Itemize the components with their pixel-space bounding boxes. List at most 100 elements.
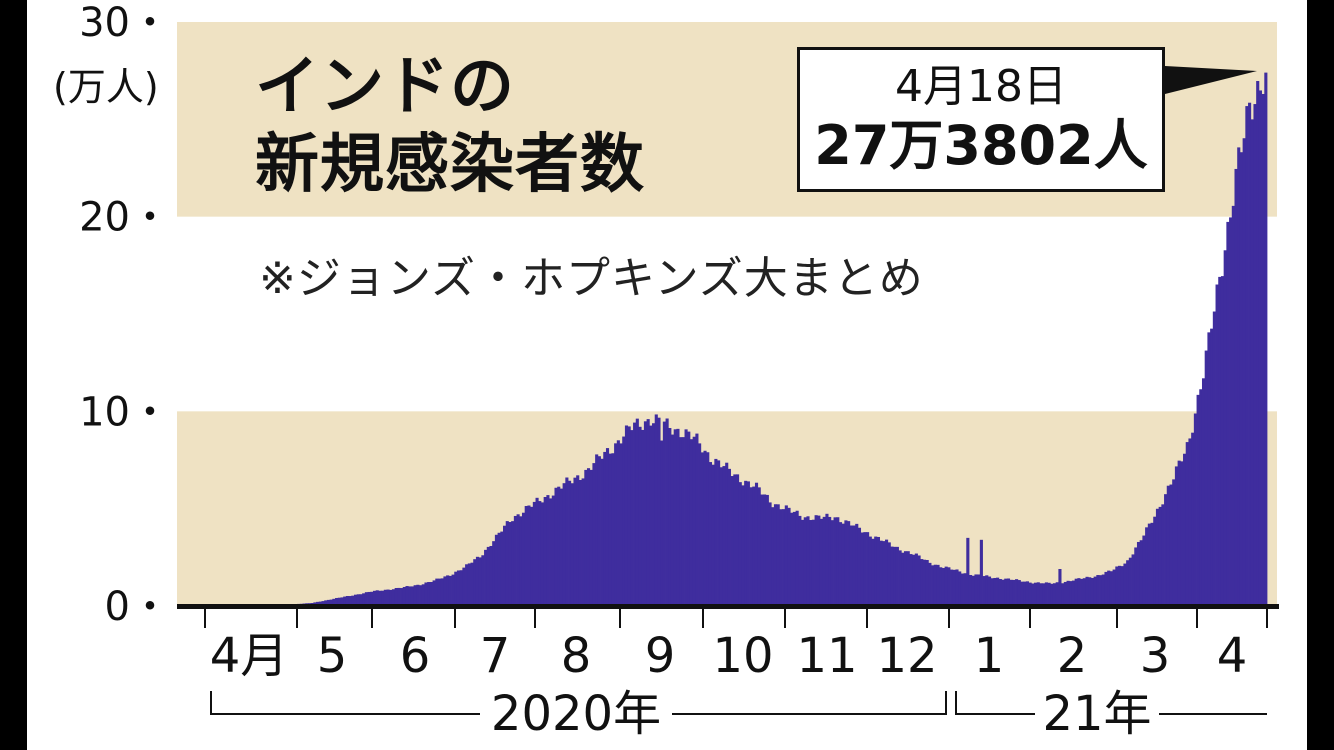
bar [782,509,786,606]
bar [982,576,986,606]
bar [852,525,856,606]
bar [673,429,677,606]
bar [684,429,688,606]
bar [958,571,962,606]
bar [898,550,902,606]
bar [1082,578,1086,606]
bar [768,502,772,606]
x-axis-baseline [177,604,1279,609]
bar [446,575,450,606]
bar [1039,583,1043,606]
bar [1006,578,1011,606]
bar [657,417,661,606]
x-tick [371,608,373,628]
bar [597,456,601,606]
bar [787,507,791,606]
x-tick-label: 1 [974,628,1005,684]
bar [348,596,352,606]
bar [1104,571,1108,606]
bar [335,597,339,606]
bar [711,464,715,606]
bar [630,430,634,606]
bar [1055,582,1059,606]
bar [885,539,889,606]
bar [584,469,588,606]
bar [454,571,458,606]
bar [931,565,935,606]
bar [337,597,341,606]
bar [1155,508,1160,606]
bar [784,505,788,606]
bar [1034,582,1038,606]
bar [925,559,929,606]
peak-callout-value: 27万3802人 [814,114,1148,177]
bar [400,588,404,606]
bar [990,578,994,606]
bar [592,463,596,606]
bar [1196,394,1200,606]
bar [465,564,469,606]
bar [1117,565,1122,606]
bar [817,515,821,606]
bar [1164,494,1168,606]
year-bracket-line [1159,713,1267,715]
bar [448,575,452,606]
bar [624,425,629,606]
bar [844,520,848,606]
bar [714,458,718,606]
bar [540,502,545,606]
bar [559,488,564,606]
bar [727,468,731,606]
bar [397,587,401,606]
bar [475,556,480,606]
bar [979,539,983,606]
bar [1220,276,1225,606]
bar [372,590,377,606]
year-bracket-left-tick [210,691,212,715]
bar [765,494,769,606]
bar [1169,484,1173,606]
bar [1088,577,1092,606]
bar [722,466,726,606]
bar [679,437,683,606]
bar [1096,575,1100,606]
bar [1077,578,1081,606]
bar [381,590,385,606]
bar [847,521,851,606]
bar [828,516,832,606]
bar [565,477,569,606]
bar [757,487,761,606]
bar [1112,569,1116,606]
bar [822,516,826,606]
bar [570,483,574,606]
x-tick-label: 2 [1057,628,1088,684]
x-tick-label: 11 [796,628,857,684]
bar [318,601,322,606]
bar [451,574,455,606]
bar [646,419,650,606]
bar [1177,460,1181,606]
bar [511,521,515,606]
bar [489,545,493,606]
bar [1210,328,1214,606]
bar [811,519,815,606]
bar [952,569,956,606]
bar [1080,578,1084,606]
bar [654,414,658,606]
bar [546,495,550,606]
bar [1109,571,1113,606]
bar [351,595,355,606]
x-tick-label: 7 [480,628,511,684]
bar [354,594,358,606]
bar [619,443,623,606]
year-label-2020: 2020年 [491,686,661,742]
bar [1036,582,1040,606]
bar [603,451,607,606]
bar [326,599,331,606]
bar [478,557,482,606]
bar [503,525,507,606]
bar [635,418,639,606]
bar [689,439,694,606]
bar [1264,72,1268,607]
bar [611,453,615,606]
